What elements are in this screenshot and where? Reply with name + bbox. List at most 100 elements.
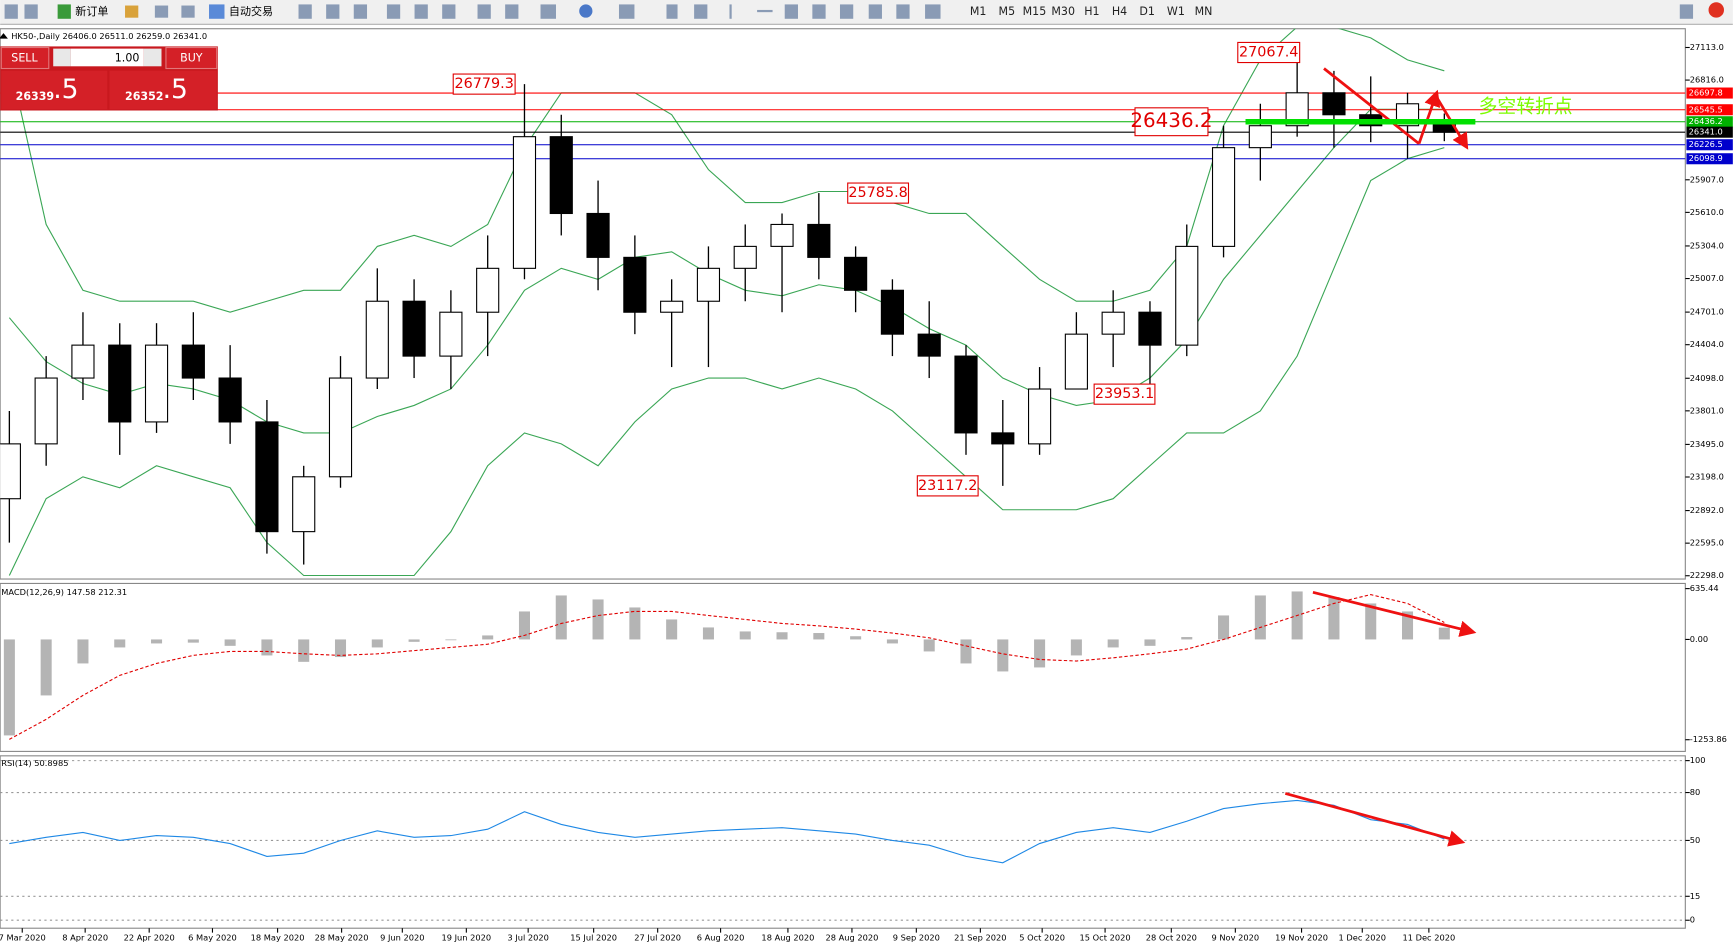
bollinger-band (8, 28, 1445, 313)
timeframe-button[interactable]: M30 (1051, 5, 1075, 18)
search-icon[interactable] (1679, 4, 1694, 19)
macd-bar (151, 639, 163, 644)
timeframe-button[interactable]: D1 (1139, 5, 1155, 18)
icon[interactable] (618, 4, 635, 19)
icon[interactable] (666, 4, 678, 19)
icon[interactable] (925, 4, 941, 19)
candle-body (512, 136, 537, 269)
price-level-tag (1686, 126, 1733, 138)
macd-bar (1218, 615, 1230, 640)
icon[interactable] (729, 4, 732, 19)
icon[interactable] (757, 9, 773, 13)
sell-button[interactable] (0, 46, 50, 70)
candle-body (1064, 333, 1088, 390)
icon[interactable] (125, 5, 139, 18)
annotation-label: 26779.3 (454, 76, 513, 92)
toolbar: 新订单 自动交易 (0, 0, 1733, 25)
price-level-label: 26697.8 (1689, 88, 1723, 98)
icon[interactable] (181, 5, 195, 18)
icon[interactable] (784, 4, 798, 19)
y-tick-label: 25304.0 (1690, 240, 1724, 250)
bollinger-band (8, 147, 1445, 577)
buy-button[interactable] (165, 46, 218, 70)
trend-arrow (1323, 67, 1420, 145)
timeframe-button[interactable]: W1 (1167, 5, 1185, 18)
icon[interactable] (839, 4, 854, 19)
bid-box[interactable] (1, 70, 108, 110)
macd-bar (1144, 639, 1156, 646)
icon[interactable] (477, 4, 491, 19)
y-tick-label: 50 (1690, 835, 1701, 845)
icon[interactable] (353, 4, 368, 19)
timeframe-button[interactable]: M5 (999, 5, 1016, 18)
candle-body (1101, 311, 1125, 335)
auto-trade-icon[interactable] (209, 4, 225, 19)
timeframe-button[interactable]: M15 (1023, 5, 1047, 18)
new-order-icon[interactable] (57, 4, 71, 19)
macd-bar (408, 639, 420, 642)
candle-body (917, 333, 941, 357)
timeframe-button[interactable]: M1 (970, 5, 987, 18)
icon[interactable] (694, 4, 708, 19)
icon[interactable] (298, 4, 312, 19)
icon[interactable] (579, 4, 593, 18)
candle-body (660, 300, 684, 313)
macd-bar (1034, 639, 1046, 668)
x-tick-label: 8 Apr 2020 (62, 933, 108, 943)
candle-body (144, 344, 169, 423)
rsi-pane (0, 755, 1686, 929)
icon[interactable] (812, 4, 826, 19)
x-tick-label: 28 May 2020 (315, 933, 369, 943)
icon[interactable] (540, 4, 556, 19)
price-level-label: 26098.9 (1689, 153, 1723, 163)
macd-bar (261, 639, 273, 656)
icon[interactable] (505, 4, 519, 19)
x-tick-label: 18 May 2020 (251, 933, 305, 943)
y-tick-label: 22298.0 (1690, 570, 1724, 580)
lot-value[interactable]: 1.00 (115, 52, 140, 65)
lot-up[interactable] (143, 48, 162, 67)
lot-down[interactable] (53, 48, 71, 67)
x-tick-label: 22 Apr 2020 (124, 933, 175, 943)
candle-body (1027, 388, 1052, 445)
icon[interactable] (326, 4, 340, 19)
auto-trade-button[interactable]: 自动交易 (229, 4, 273, 18)
icon[interactable] (4, 4, 18, 19)
icon[interactable] (386, 4, 401, 19)
price-level-tag (1686, 104, 1733, 116)
notification-icon[interactable] (1708, 2, 1724, 18)
macd-bar (702, 627, 714, 640)
icon[interactable] (24, 4, 38, 19)
macd-bar (850, 636, 862, 640)
x-tick-label: 21 Sep 2020 (954, 933, 1006, 943)
icon[interactable] (868, 4, 882, 19)
timeframe-button[interactable]: H4 (1112, 5, 1127, 18)
bid-price[interactable]: 26339 (16, 90, 54, 103)
rsi-plot (0, 760, 1686, 921)
icon[interactable] (414, 4, 428, 19)
icon[interactable] (896, 4, 910, 19)
ask-box[interactable] (109, 70, 217, 110)
macd-bar (334, 639, 347, 658)
price-level-tag (1686, 153, 1733, 165)
bid-pips[interactable]: .5 (53, 74, 78, 105)
new-order-button[interactable]: 新订单 (75, 4, 108, 18)
candle-body (181, 344, 205, 379)
buy-label[interactable]: BUY (180, 52, 203, 65)
macd-plot (3, 591, 1450, 740)
sell-label[interactable]: SELL (11, 52, 38, 65)
icon[interactable] (154, 5, 169, 18)
icon[interactable] (442, 4, 456, 19)
ask-pips[interactable]: .5 (163, 74, 188, 105)
y-tick-label: 100 (1690, 755, 1706, 765)
price-pane (0, 28, 1686, 580)
y-tick-label: 25007.0 (1690, 273, 1724, 283)
ask-price[interactable]: 26352 (125, 90, 163, 103)
divergence-arrow (1284, 792, 1466, 847)
y-tick-label: 22595.0 (1690, 538, 1724, 548)
timeframe-button[interactable]: MN (1195, 5, 1213, 18)
timeframe-button[interactable]: H1 (1084, 5, 1099, 18)
candle-body (844, 256, 868, 291)
lot-field[interactable] (70, 48, 144, 67)
